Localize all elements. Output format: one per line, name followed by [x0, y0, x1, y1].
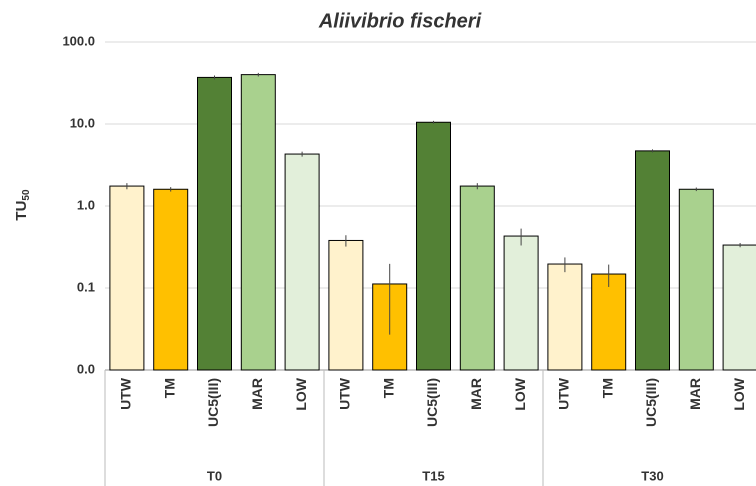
y-tick-label: 1.0	[77, 197, 95, 212]
x-tick-label: TM	[380, 378, 396, 398]
x-tick-label: MAR	[249, 378, 265, 410]
x-tick-label: TM	[599, 378, 615, 398]
bar	[635, 150, 670, 371]
y-label-main: TU	[13, 201, 30, 221]
x-tick-label: TM	[161, 378, 177, 398]
bar	[503, 235, 539, 371]
group-label: T30	[641, 468, 663, 483]
bar	[416, 121, 451, 371]
x-tick-label: UC5(III)	[643, 378, 659, 427]
y-tick-label: 0.1	[77, 279, 95, 294]
bar	[591, 273, 627, 371]
x-tick-label: LOW	[731, 377, 747, 410]
x-tick-label: UTW	[337, 377, 353, 410]
y-tick-label: 100.0	[62, 33, 95, 48]
x-tick-label: UC5(III)	[205, 378, 221, 427]
x-tick-label: UTW	[556, 377, 572, 410]
x-tick-label: UTW	[118, 377, 134, 410]
bar	[328, 239, 364, 371]
y-tick-label: 0.0	[77, 361, 95, 376]
bar	[722, 244, 756, 371]
x-tick-label: UC5(III)	[424, 378, 440, 427]
bar	[109, 185, 145, 371]
bar	[678, 188, 714, 371]
group-label: T15	[422, 468, 444, 483]
group-label: T0	[207, 468, 222, 483]
bar	[284, 153, 320, 371]
bar	[153, 188, 189, 371]
y-axis-label: TU50	[13, 189, 32, 221]
x-tick-label: MAR	[468, 378, 484, 410]
x-tick-label: LOW	[293, 377, 309, 410]
x-tick-label: MAR	[687, 378, 703, 410]
x-tick-label: LOW	[512, 377, 528, 410]
bar	[547, 263, 583, 371]
bar	[459, 185, 495, 371]
bar	[197, 76, 232, 371]
y-tick-label: 10.0	[70, 115, 95, 130]
chart-title: Aliivibrio fischeri	[318, 10, 482, 32]
bar	[240, 74, 276, 371]
y-label-sub: 50	[21, 189, 32, 201]
